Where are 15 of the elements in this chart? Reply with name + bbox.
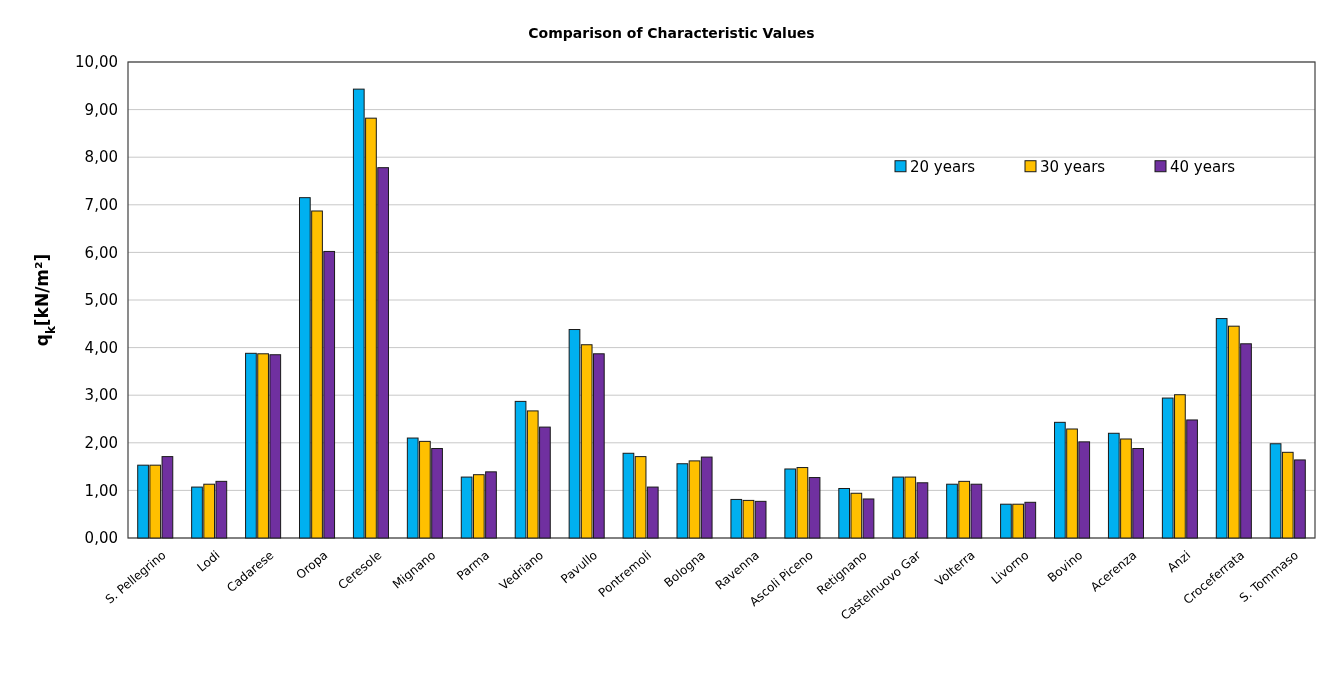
y-tick-label: 8,00 — [84, 148, 118, 167]
chart-title: Comparison of Characteristic Values — [528, 25, 815, 41]
legend-label: 30 years — [1040, 157, 1106, 176]
y-tick-label: 6,00 — [84, 243, 118, 262]
y-tick-label: 5,00 — [84, 291, 118, 310]
y-tick-label: 0,00 — [84, 529, 118, 548]
y-tick-label: 1,00 — [84, 481, 118, 500]
y-tick-label: 4,00 — [84, 338, 118, 357]
y-tick-label: 9,00 — [84, 100, 118, 119]
legend-label: 40 years — [1170, 157, 1236, 176]
y-tick-label: 2,00 — [84, 434, 118, 453]
y-tick-label: 7,00 — [84, 196, 118, 215]
y-tick-label: 10,00 — [75, 53, 118, 72]
y-tick-label: 3,00 — [84, 386, 118, 405]
legend-label: 20 years — [910, 157, 976, 176]
